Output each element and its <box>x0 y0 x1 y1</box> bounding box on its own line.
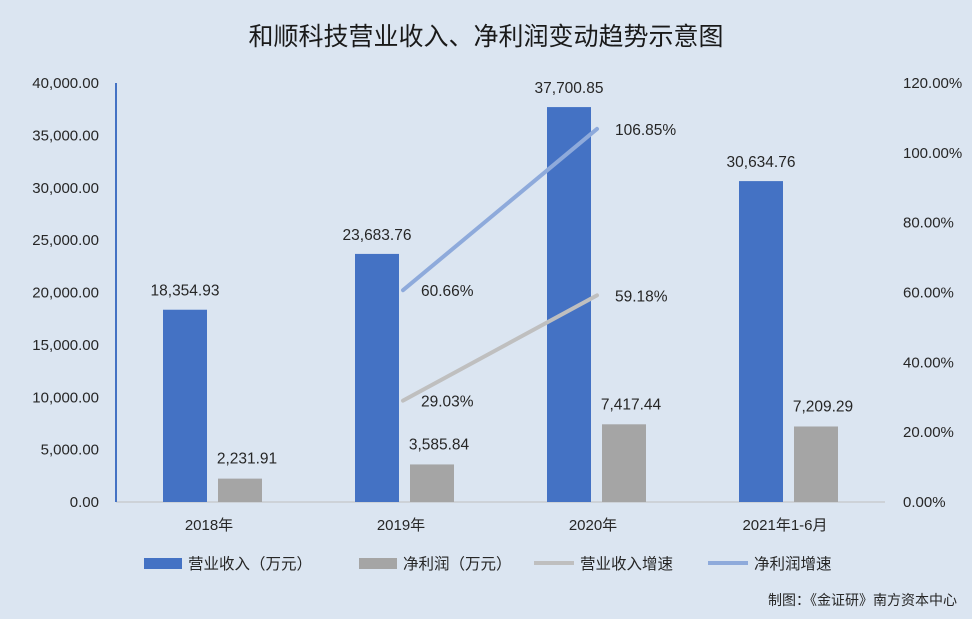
y-right-tick-label: 20.00% <box>903 424 954 441</box>
y-left-tick-label: 0.00 <box>70 494 99 511</box>
y-right-tick-label: 0.00% <box>903 494 946 511</box>
revenue-data-label: 18,354.93 <box>151 283 220 300</box>
x-tick-label: 2019年 <box>377 517 425 534</box>
y-left-tick-label: 5,000.00 <box>41 442 99 459</box>
bars <box>163 107 838 503</box>
y-right-tick-label: 60.00% <box>903 285 954 302</box>
legend-revenue-swatch <box>144 558 182 569</box>
revenue-bar <box>739 181 783 502</box>
legend-revenue-growth-label: 营业收入增速 <box>580 555 673 573</box>
legend-net-profit-label: 净利润（万元） <box>403 555 512 573</box>
legend-revenue-label: 营业收入（万元） <box>188 555 312 573</box>
y-right-tick-label: 100.00% <box>903 145 962 162</box>
y-left-tick-label: 25,000.00 <box>32 232 99 249</box>
revenue-growth-label: 29.03% <box>421 394 474 411</box>
revenue-growth-line <box>401 293 599 403</box>
data-labels: 18,354.93 23,683.76 37,700.85 30,634.76 2,23… <box>151 80 854 468</box>
x-tick-label: 2018年 <box>185 517 233 534</box>
net-profit-growth-label: 106.85% <box>615 122 676 139</box>
revenue-data-label: 23,683.76 <box>343 227 412 244</box>
y-right-tick-label: 40.00% <box>903 354 954 371</box>
x-tick-label: 2020年 <box>569 517 617 534</box>
chart-title: 和顺科技营业收入、净利润变动趋势示意图 <box>248 22 723 51</box>
y-left-tick-label: 30,000.00 <box>32 180 99 197</box>
y-left-tick-label: 35,000.00 <box>32 127 99 144</box>
net-profit-bar <box>794 426 838 502</box>
y-left-tick-label: 15,000.00 <box>32 337 99 354</box>
revenue-growth-label: 59.18% <box>615 288 668 305</box>
net-profit-growth-label: 60.66% <box>421 283 474 300</box>
revenue-bar <box>163 309 207 502</box>
axes: 0.00 5,000.00 10,000.00 15,000.00 20,000.00 2… <box>32 75 962 534</box>
net-profit-bar <box>602 424 646 502</box>
net-profit-bar <box>410 464 454 502</box>
net-profit-data-label: 3,585.84 <box>409 436 470 453</box>
y-right-tick-label: 120.00% <box>903 75 962 92</box>
legend-net-profit-growth-label: 净利润增速 <box>754 555 832 573</box>
net-profit-data-label: 7,417.44 <box>601 396 662 413</box>
net-profit-growth-line <box>401 126 599 293</box>
y-right-tick-label: 80.00% <box>903 215 954 232</box>
net-profit-data-label: 2,231.91 <box>217 451 277 468</box>
legend: 营业收入（万元） 净利润（万元） 营业收入增速 净利润增速 <box>144 555 832 573</box>
revenue-data-label: 30,634.76 <box>727 154 796 171</box>
x-tick-label: 2021年1-6月 <box>742 517 827 534</box>
legend-net-profit-swatch <box>359 558 397 569</box>
revenue-bar <box>355 253 399 502</box>
revenue-data-label: 37,700.85 <box>535 80 604 97</box>
y-left-tick-label: 40,000.00 <box>32 75 99 92</box>
lines <box>401 126 599 403</box>
net-profit-bar <box>218 478 262 502</box>
y-left-tick-label: 20,000.00 <box>32 285 99 302</box>
credit-text: 制图：《金证研》南方资本中心 <box>768 593 957 609</box>
net-profit-data-label: 7,209.29 <box>793 398 853 415</box>
y-left-tick-label: 10,000.00 <box>32 389 99 406</box>
